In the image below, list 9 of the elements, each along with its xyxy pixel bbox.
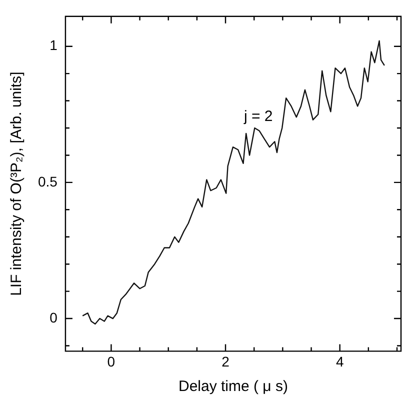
- x-axis-title: Delay time ( μ s): [178, 378, 288, 396]
- y-tick-label: 1: [50, 37, 58, 54]
- x-tick-label: 0: [107, 353, 116, 370]
- annotation: j = 2: [243, 108, 273, 125]
- y-tick-label: 0.5: [38, 173, 58, 190]
- x-tick-label: 4: [336, 353, 344, 370]
- y-tick-label: 0: [50, 309, 58, 326]
- x-tick-label: 2: [222, 353, 230, 370]
- y-axis-title: LIF intensity of O(³P₂), [Arb. units]: [8, 72, 26, 296]
